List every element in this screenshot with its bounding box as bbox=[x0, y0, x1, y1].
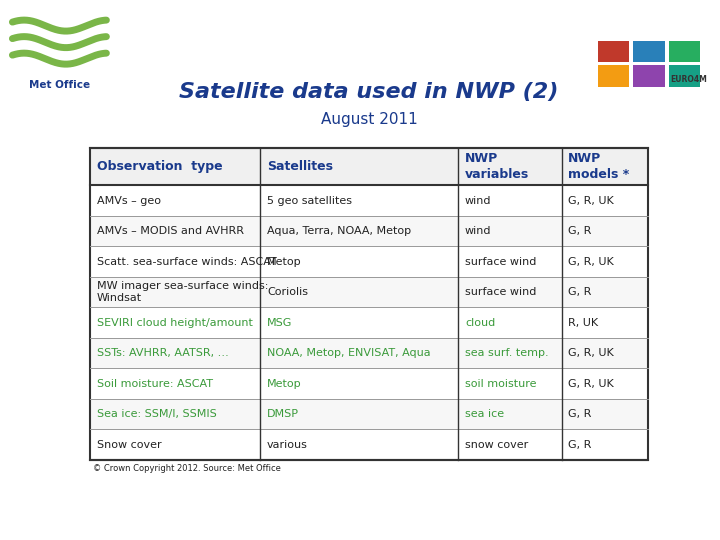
Text: sea ice: sea ice bbox=[465, 409, 504, 419]
Text: G, R: G, R bbox=[568, 226, 592, 236]
Text: DMSP: DMSP bbox=[267, 409, 299, 419]
Text: wind: wind bbox=[465, 195, 492, 206]
Text: SEVIRI cloud height/amount: SEVIRI cloud height/amount bbox=[96, 318, 253, 328]
Text: © Crown Copyright 2012. Source: Met Office: © Crown Copyright 2012. Source: Met Offi… bbox=[93, 464, 281, 473]
Text: snow cover: snow cover bbox=[465, 440, 528, 450]
Text: Scatt. sea-surface winds: ASCAT: Scatt. sea-surface winds: ASCAT bbox=[96, 256, 276, 267]
Bar bbox=[90, 216, 648, 246]
Text: surface wind: surface wind bbox=[465, 256, 536, 267]
Text: NWP
models *: NWP models * bbox=[568, 152, 629, 181]
Text: Coriolis: Coriolis bbox=[267, 287, 308, 297]
Text: NOAA, Metop, ENVISAT, Aqua: NOAA, Metop, ENVISAT, Aqua bbox=[267, 348, 431, 358]
Bar bbox=[90, 399, 648, 429]
Bar bbox=[90, 185, 648, 216]
Bar bbox=[90, 307, 648, 338]
Text: AMVs – MODIS and AVHRR: AMVs – MODIS and AVHRR bbox=[96, 226, 243, 236]
Text: Satellites: Satellites bbox=[267, 160, 333, 173]
Bar bbox=[669, 41, 701, 62]
Bar bbox=[634, 41, 665, 62]
Bar bbox=[90, 148, 648, 185]
Bar bbox=[598, 65, 629, 86]
Text: G, R, UK: G, R, UK bbox=[568, 256, 614, 267]
Text: G, R, UK: G, R, UK bbox=[568, 348, 614, 358]
Text: August 2011: August 2011 bbox=[320, 112, 418, 127]
Bar bbox=[90, 246, 648, 277]
Text: Metop: Metop bbox=[267, 256, 302, 267]
Text: Met Office: Met Office bbox=[29, 80, 90, 90]
Text: Aqua, Terra, NOAA, Metop: Aqua, Terra, NOAA, Metop bbox=[267, 226, 411, 236]
Bar bbox=[634, 65, 665, 86]
Text: 5 geo satellites: 5 geo satellites bbox=[267, 195, 352, 206]
Text: Sea ice: SSM/I, SSMIS: Sea ice: SSM/I, SSMIS bbox=[96, 409, 217, 419]
Text: NWP
variables: NWP variables bbox=[465, 152, 529, 181]
Text: sea surf. temp.: sea surf. temp. bbox=[465, 348, 549, 358]
Text: Snow cover: Snow cover bbox=[96, 440, 161, 450]
Bar bbox=[669, 65, 701, 86]
Text: EURO4M: EURO4M bbox=[670, 75, 707, 84]
Text: AMVs – geo: AMVs – geo bbox=[96, 195, 161, 206]
Text: cloud: cloud bbox=[465, 318, 495, 328]
Text: G, R: G, R bbox=[568, 440, 592, 450]
Text: SSTs: AVHRR, AATSR, …: SSTs: AVHRR, AATSR, … bbox=[96, 348, 228, 358]
Bar bbox=[90, 148, 648, 460]
Bar bbox=[598, 41, 629, 62]
Bar bbox=[90, 429, 648, 460]
Text: Soil moisture: ASCAT: Soil moisture: ASCAT bbox=[96, 379, 212, 389]
Bar bbox=[90, 277, 648, 307]
Text: Metop: Metop bbox=[267, 379, 302, 389]
Text: MW imager sea-surface winds:
Windsat: MW imager sea-surface winds: Windsat bbox=[96, 281, 268, 303]
Text: G, R: G, R bbox=[568, 409, 592, 419]
Text: G, R, UK: G, R, UK bbox=[568, 379, 614, 389]
Text: R, UK: R, UK bbox=[568, 318, 598, 328]
Text: Observation  type: Observation type bbox=[96, 160, 222, 173]
Text: G, R, UK: G, R, UK bbox=[568, 195, 614, 206]
Text: wind: wind bbox=[465, 226, 492, 236]
Text: various: various bbox=[267, 440, 307, 450]
Text: surface wind: surface wind bbox=[465, 287, 536, 297]
Text: G, R: G, R bbox=[568, 287, 592, 297]
Text: Satellite data used in NWP (2): Satellite data used in NWP (2) bbox=[179, 82, 559, 102]
Text: soil moisture: soil moisture bbox=[465, 379, 536, 389]
Bar bbox=[90, 368, 648, 399]
Bar bbox=[90, 338, 648, 368]
Text: MSG: MSG bbox=[267, 318, 292, 328]
